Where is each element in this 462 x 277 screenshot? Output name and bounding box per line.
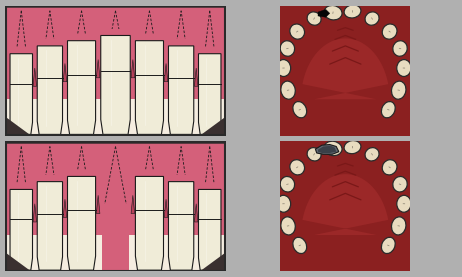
Ellipse shape [344,140,361,154]
Polygon shape [5,141,226,235]
Ellipse shape [281,217,295,235]
Polygon shape [37,46,62,134]
Ellipse shape [324,6,342,20]
Ellipse shape [307,148,321,161]
Polygon shape [10,183,33,219]
Polygon shape [318,9,330,17]
Ellipse shape [382,237,395,253]
Polygon shape [10,47,33,84]
Ellipse shape [281,81,295,99]
Ellipse shape [397,60,411,76]
Polygon shape [5,6,226,136]
Polygon shape [198,47,221,84]
Polygon shape [10,189,32,270]
Polygon shape [164,199,168,217]
Polygon shape [63,199,67,217]
Ellipse shape [324,141,342,156]
Polygon shape [67,34,97,75]
Polygon shape [97,195,100,214]
Polygon shape [5,141,226,271]
Ellipse shape [293,102,307,118]
Polygon shape [135,176,164,270]
Polygon shape [200,116,226,136]
Ellipse shape [293,237,307,253]
Polygon shape [67,170,97,210]
Ellipse shape [391,81,406,99]
Polygon shape [37,182,62,270]
Ellipse shape [391,217,406,235]
Polygon shape [198,183,221,219]
Polygon shape [5,6,226,99]
Polygon shape [67,176,96,270]
Polygon shape [97,60,100,78]
Ellipse shape [365,148,379,161]
Ellipse shape [280,41,295,56]
Polygon shape [168,175,195,214]
Ellipse shape [344,5,361,18]
Ellipse shape [393,176,407,192]
Polygon shape [10,54,32,134]
Polygon shape [195,68,198,86]
Polygon shape [169,182,194,270]
Polygon shape [131,60,134,78]
Polygon shape [134,170,164,210]
Polygon shape [36,39,63,78]
Ellipse shape [382,102,395,118]
Ellipse shape [382,24,397,39]
Polygon shape [199,54,221,134]
Polygon shape [33,204,36,222]
Ellipse shape [393,41,407,56]
Polygon shape [134,34,164,75]
Polygon shape [67,41,96,134]
Polygon shape [318,146,336,153]
Polygon shape [199,189,221,270]
Polygon shape [169,46,194,134]
Polygon shape [101,35,130,134]
Polygon shape [33,68,36,86]
Polygon shape [102,204,129,270]
Polygon shape [200,252,226,271]
Ellipse shape [290,24,304,39]
Polygon shape [195,204,198,222]
Polygon shape [36,175,63,214]
Polygon shape [100,29,131,71]
Polygon shape [303,174,388,235]
Ellipse shape [280,176,295,192]
Ellipse shape [397,195,411,212]
Polygon shape [5,116,31,136]
Polygon shape [164,63,168,82]
Ellipse shape [365,12,379,25]
Polygon shape [303,39,388,99]
Ellipse shape [307,12,321,25]
Polygon shape [5,252,31,271]
Polygon shape [131,195,134,214]
Polygon shape [63,63,67,82]
Polygon shape [135,41,164,134]
Ellipse shape [290,160,304,175]
Ellipse shape [276,60,291,76]
Polygon shape [316,145,339,154]
Polygon shape [168,39,195,78]
Ellipse shape [382,160,397,175]
Ellipse shape [276,195,291,212]
